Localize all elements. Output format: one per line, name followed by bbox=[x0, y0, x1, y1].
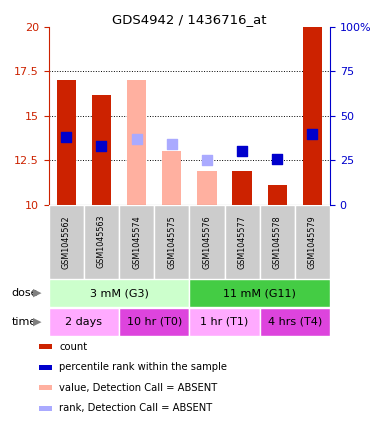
Point bbox=[274, 155, 280, 162]
Point bbox=[134, 136, 140, 143]
Bar bbox=[49, 308, 119, 336]
Bar bbox=[49, 205, 84, 279]
Text: 4 hrs (T4): 4 hrs (T4) bbox=[268, 317, 322, 327]
Bar bbox=[189, 279, 330, 307]
Bar bbox=[197, 171, 217, 205]
Text: GSM1045574: GSM1045574 bbox=[132, 215, 141, 269]
Text: time: time bbox=[11, 317, 36, 327]
Text: percentile rank within the sample: percentile rank within the sample bbox=[59, 362, 227, 372]
Bar bbox=[189, 308, 260, 336]
Text: rank, Detection Call = ABSENT: rank, Detection Call = ABSENT bbox=[59, 404, 212, 413]
Text: GSM1045578: GSM1045578 bbox=[273, 215, 282, 269]
Point bbox=[204, 157, 210, 164]
Bar bbox=[154, 205, 189, 279]
Bar bbox=[295, 205, 330, 279]
Text: 10 hr (T0): 10 hr (T0) bbox=[127, 317, 182, 327]
Text: count: count bbox=[59, 342, 87, 352]
Bar bbox=[119, 308, 189, 336]
Bar bbox=[268, 185, 287, 205]
Text: 3 mM (G3): 3 mM (G3) bbox=[90, 288, 148, 298]
Text: GSM1045579: GSM1045579 bbox=[308, 215, 317, 269]
Bar bbox=[84, 205, 119, 279]
Text: dose: dose bbox=[11, 288, 38, 298]
Point bbox=[63, 134, 69, 140]
Bar bbox=[189, 205, 225, 279]
Bar bbox=[39, 406, 52, 411]
Text: GSM1045562: GSM1045562 bbox=[62, 215, 71, 269]
Bar bbox=[260, 308, 330, 336]
Bar bbox=[57, 80, 76, 205]
Bar bbox=[92, 95, 111, 205]
Bar bbox=[232, 171, 252, 205]
Bar bbox=[260, 205, 295, 279]
Point bbox=[239, 148, 245, 155]
Text: GSM1045575: GSM1045575 bbox=[167, 215, 176, 269]
Bar bbox=[303, 27, 322, 205]
Bar bbox=[39, 344, 52, 349]
Text: GSM1045577: GSM1045577 bbox=[238, 215, 247, 269]
Text: GSM1045576: GSM1045576 bbox=[202, 215, 211, 269]
Text: value, Detection Call = ABSENT: value, Detection Call = ABSENT bbox=[59, 383, 217, 393]
Text: GSM1045563: GSM1045563 bbox=[97, 215, 106, 269]
Point bbox=[309, 130, 315, 137]
Bar bbox=[39, 365, 52, 370]
Text: 11 mM (G11): 11 mM (G11) bbox=[223, 288, 296, 298]
Text: ▶: ▶ bbox=[33, 317, 42, 327]
Point bbox=[169, 141, 175, 148]
Text: 2 days: 2 days bbox=[65, 317, 102, 327]
Text: 1 hr (T1): 1 hr (T1) bbox=[200, 317, 249, 327]
Bar bbox=[225, 205, 260, 279]
Title: GDS4942 / 1436716_at: GDS4942 / 1436716_at bbox=[112, 13, 267, 26]
Bar bbox=[162, 151, 182, 205]
Point bbox=[99, 143, 105, 149]
Bar bbox=[127, 80, 146, 205]
Text: ▶: ▶ bbox=[33, 288, 42, 298]
Bar bbox=[49, 279, 189, 307]
Bar bbox=[119, 205, 154, 279]
Bar bbox=[39, 385, 52, 390]
